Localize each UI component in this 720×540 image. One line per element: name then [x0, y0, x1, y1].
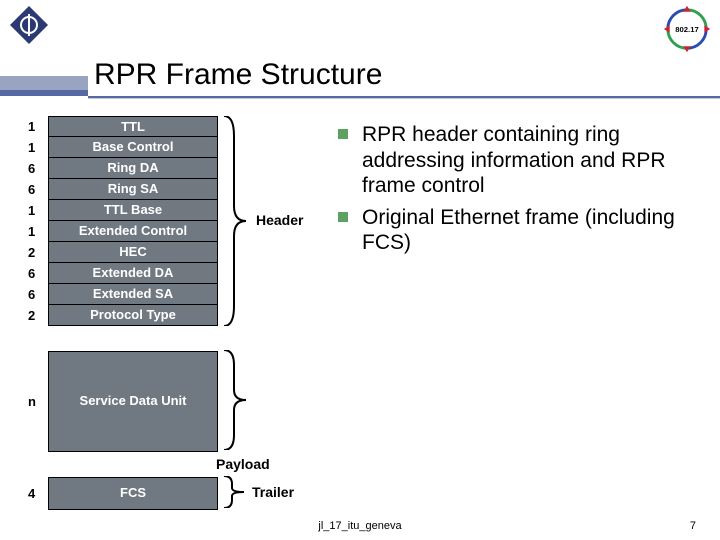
frame-structure-diagram: 1TTL1Base Control6Ring DA6Ring SA1TTL Ba… [24, 116, 314, 510]
frame-row-size: 6 [24, 158, 48, 179]
ieee-logo [8, 4, 50, 46]
frame-row: 2HEC [24, 242, 314, 263]
bullet-item: RPR header containing ring addressing in… [338, 122, 708, 199]
frame-row-cell: Ring SA [48, 178, 218, 200]
frame-row: 6Ring DA [24, 158, 314, 179]
trailer-brace [220, 476, 250, 508]
payload-brace [220, 350, 250, 450]
fcs-size: 4 [24, 478, 48, 510]
bullet-list: RPR header containing ring addressing in… [338, 122, 708, 262]
sdu-size: n [24, 352, 48, 452]
frame-row-cell: Extended Control [48, 220, 218, 242]
frame-row-cell: TTL Base [48, 199, 218, 221]
frame-row-cell: Extended SA [48, 283, 218, 305]
frame-row-cell: TTL [48, 116, 218, 137]
page-number: 7 [690, 520, 696, 532]
frame-row-cell: Extended DA [48, 262, 218, 284]
frame-row-size: 1 [24, 221, 48, 242]
header-label: Header [256, 212, 303, 228]
ring-802-17-logo: 802.17 [662, 4, 712, 54]
title-band: RPR Frame Structure [0, 62, 720, 104]
frame-row: 6Extended DA [24, 263, 314, 284]
fcs-cell: FCS [48, 477, 218, 510]
bullet-marker [338, 129, 348, 139]
frame-row: 2Protocol Type [24, 305, 314, 326]
header-brace [220, 116, 250, 326]
frame-row: 6Extended SA [24, 284, 314, 305]
frame-row-size: 2 [24, 305, 48, 326]
frame-row: 6Ring SA [24, 179, 314, 200]
frame-row-size: 1 [24, 200, 48, 221]
sdu-row: n Service Data Unit [24, 352, 314, 452]
page-title: RPR Frame Structure [94, 58, 382, 92]
frame-row: 1TTL [24, 116, 314, 137]
frame-row-size: 6 [24, 263, 48, 284]
bullet-item: Original Ethernet frame (including FCS) [338, 205, 708, 256]
frame-row-size: 2 [24, 242, 48, 263]
frame-row-size: 6 [24, 179, 48, 200]
svg-text:802.17: 802.17 [675, 25, 699, 34]
frame-row-size: 1 [24, 137, 48, 158]
frame-row-cell: Protocol Type [48, 304, 218, 326]
frame-row-size: 6 [24, 284, 48, 305]
frame-row-cell: HEC [48, 241, 218, 263]
frame-row-cell: Ring DA [48, 157, 218, 179]
payload-label: Payload [216, 456, 270, 472]
frame-row-size: 1 [24, 116, 48, 137]
frame-row-cell: Base Control [48, 136, 218, 158]
bullet-text: Original Ethernet frame (including FCS) [362, 205, 708, 256]
sdu-cell: Service Data Unit [48, 351, 218, 452]
frame-row: 1Base Control [24, 137, 314, 158]
footer-reference: jl_17_itu_geneva [0, 520, 720, 532]
trailer-label: Trailer [252, 484, 294, 500]
bullet-marker [338, 212, 348, 222]
bullet-text: RPR header containing ring addressing in… [362, 122, 708, 199]
